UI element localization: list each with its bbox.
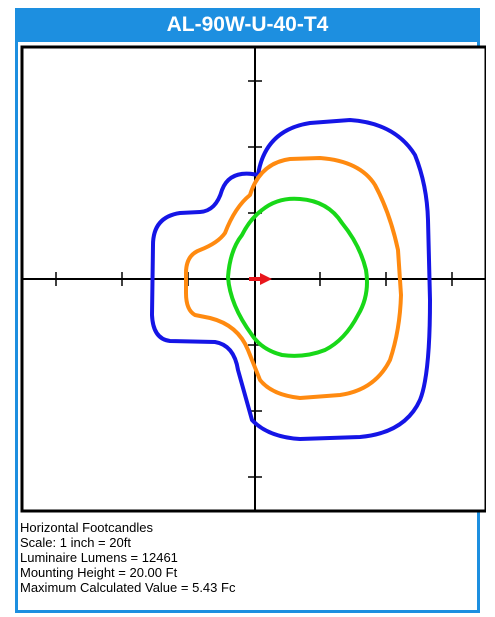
info-type: Horizontal Footcandles [20, 520, 153, 535]
right-arrow-icon [249, 273, 272, 285]
contour-outer [150, 118, 432, 441]
isofootcandle-plot [20, 45, 486, 513]
info-scale: Scale: 1 inch = 20ft [20, 535, 131, 550]
info-lumens: Luminaire Lumens = 12461 [20, 550, 178, 565]
info-mounting-height: Mounting Height = 20.00 Ft [20, 565, 178, 580]
contour-middle [184, 156, 403, 400]
contour-inner [226, 196, 369, 358]
page-title: AL-90W-U-40-T4 [15, 8, 480, 42]
info-max-value: Maximum Calculated Value = 5.43 Fc [20, 580, 236, 595]
info-panel: Horizontal Footcandles Scale: 1 inch = 2… [20, 520, 475, 595]
